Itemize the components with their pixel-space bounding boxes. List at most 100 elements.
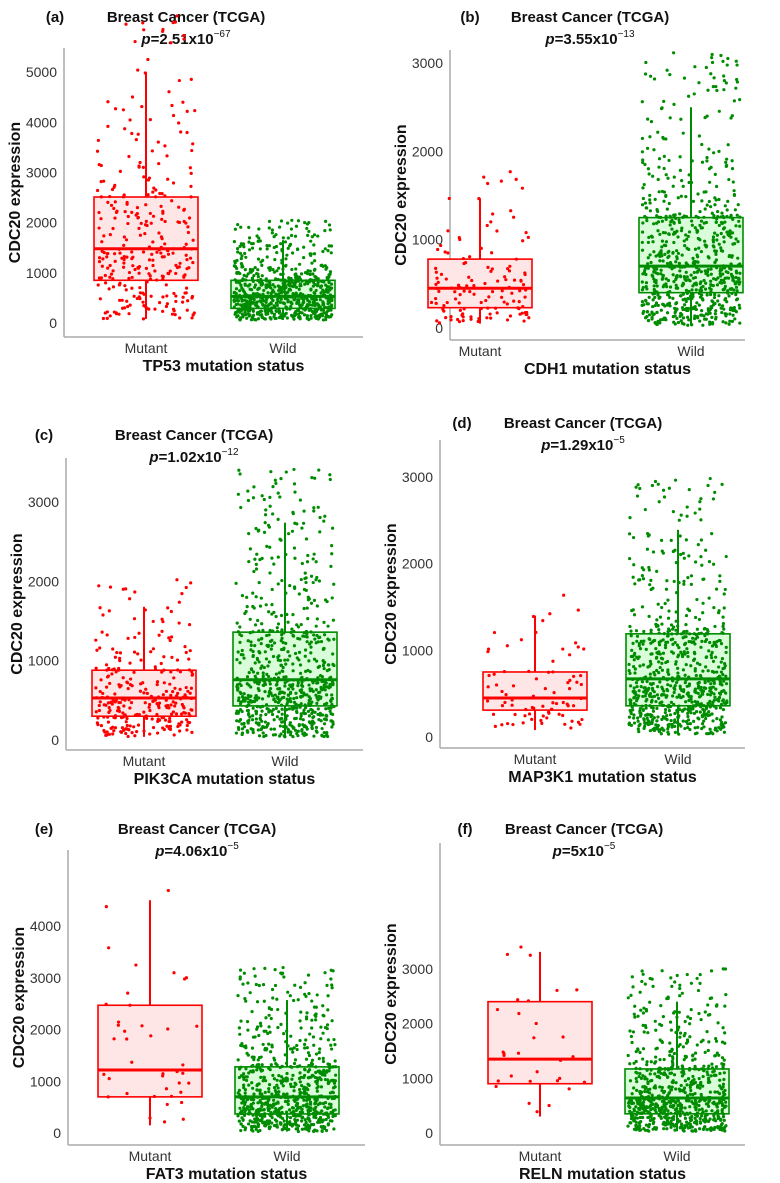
p-exponent: −5	[227, 841, 239, 852]
data-point	[138, 291, 142, 295]
data-point	[124, 731, 128, 736]
data-point	[685, 514, 689, 518]
data-point	[546, 670, 551, 674]
data-point	[512, 278, 517, 282]
data-point	[711, 321, 715, 325]
data-point	[270, 228, 274, 232]
data-point	[642, 629, 646, 634]
data-point	[706, 1003, 710, 1007]
data-point	[687, 682, 692, 686]
data-point	[306, 1112, 310, 1116]
data-point	[268, 571, 272, 575]
data-point	[261, 1042, 265, 1047]
data-point	[276, 277, 280, 282]
data-point	[117, 683, 121, 687]
data-point	[236, 688, 240, 692]
data-point	[713, 196, 717, 200]
data-point	[120, 726, 125, 730]
data-point	[453, 297, 458, 301]
data-point	[666, 598, 670, 602]
data-point	[280, 707, 284, 711]
data-point	[165, 294, 169, 298]
data-point	[693, 667, 697, 671]
data-point	[517, 300, 521, 304]
data-point	[106, 720, 111, 724]
data-point	[708, 1013, 712, 1017]
data-point	[469, 317, 473, 321]
data-point	[717, 725, 721, 730]
data-point	[288, 1115, 293, 1120]
data-point	[307, 991, 311, 996]
data-point	[305, 1046, 309, 1050]
data-point	[699, 250, 703, 254]
data-point	[685, 647, 689, 651]
data-point	[670, 722, 674, 727]
data-point	[247, 1083, 251, 1087]
data-point	[632, 563, 636, 567]
data-point	[334, 1073, 338, 1077]
data-point	[247, 1071, 251, 1075]
data-point	[268, 687, 273, 691]
data-point	[735, 80, 739, 84]
data-point	[267, 610, 271, 614]
data-point	[659, 639, 663, 643]
data-point	[167, 272, 171, 276]
data-point	[113, 692, 117, 696]
data-point	[106, 100, 110, 104]
data-point	[272, 1110, 277, 1114]
data-point	[472, 292, 476, 296]
data-point	[734, 281, 738, 285]
data-point	[680, 709, 685, 713]
data-point	[703, 634, 707, 638]
data-point	[299, 577, 303, 582]
data-point	[721, 622, 726, 626]
data-point	[328, 270, 333, 274]
data-point	[184, 286, 189, 290]
data-point	[305, 1011, 309, 1015]
data-point	[190, 673, 194, 677]
data-point	[238, 977, 242, 981]
data-point	[314, 1065, 318, 1069]
data-point	[265, 304, 270, 308]
data-point	[632, 721, 637, 725]
data-point	[266, 1108, 271, 1113]
data-point	[165, 724, 169, 728]
data-point	[282, 301, 286, 305]
data-point	[664, 137, 668, 141]
data-point	[705, 270, 710, 274]
data-point	[275, 1078, 279, 1082]
data-point	[275, 626, 279, 630]
data-point	[255, 300, 259, 304]
data-point	[656, 209, 660, 214]
data-point	[280, 578, 284, 583]
data-point	[184, 253, 188, 257]
data-point	[697, 81, 701, 85]
data-point	[535, 1070, 539, 1074]
data-point	[277, 710, 281, 714]
data-point	[708, 476, 712, 481]
data-point	[270, 987, 275, 992]
data-point	[551, 659, 555, 663]
data-point	[191, 260, 195, 265]
data-point	[632, 689, 636, 693]
data-point	[256, 257, 261, 261]
data-point	[637, 689, 641, 693]
data-point	[657, 190, 661, 194]
data-point	[713, 231, 717, 235]
p-value: p=1.02x10−12	[148, 447, 239, 466]
data-point	[449, 318, 453, 322]
data-point	[268, 1119, 272, 1123]
data-point	[268, 545, 272, 549]
data-point	[299, 702, 303, 706]
data-point	[527, 712, 532, 716]
data-point	[276, 658, 280, 662]
data-point	[321, 1004, 325, 1008]
data-point	[328, 288, 332, 292]
data-point	[294, 291, 298, 295]
data-point	[307, 703, 311, 707]
data-point	[666, 634, 670, 638]
data-point	[141, 317, 146, 321]
data-point	[696, 700, 700, 704]
data-point	[322, 702, 327, 707]
data-point	[185, 728, 189, 732]
